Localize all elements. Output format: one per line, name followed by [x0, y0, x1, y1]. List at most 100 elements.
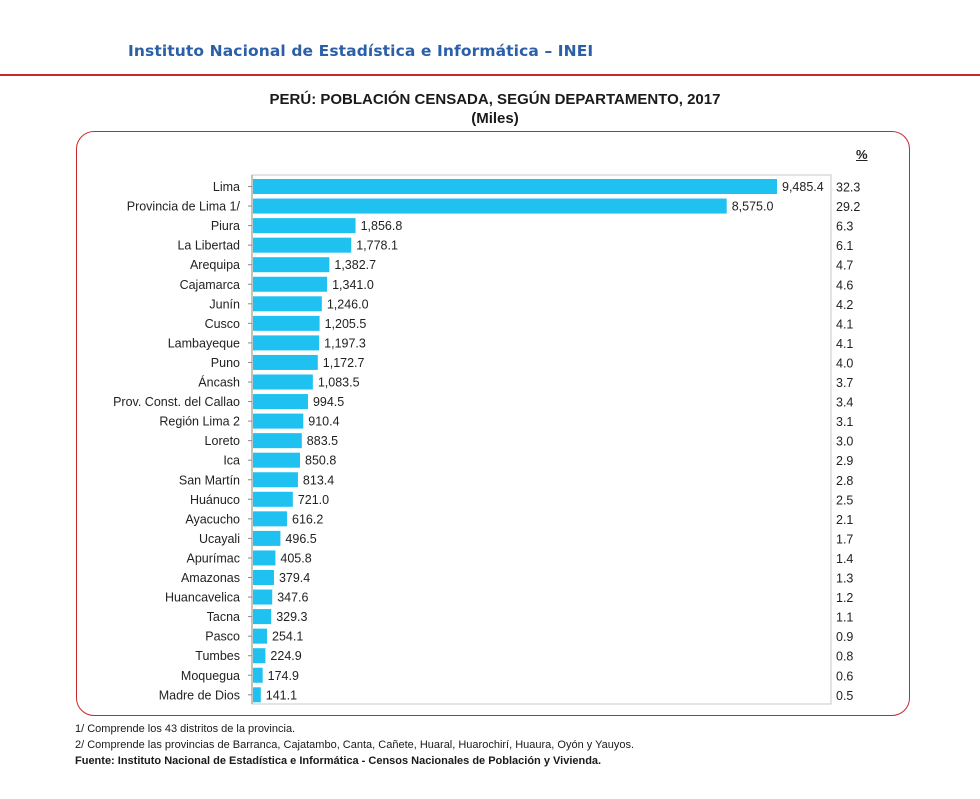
value-label-ica: 850.8: [305, 454, 336, 468]
percent-label-lima: 32.3: [836, 181, 860, 195]
value-label-ancash: 1,083.5: [318, 376, 360, 390]
chart-title: PERÚ: POBLACIÓN CENSADA, SEGÚN DEPARTAME…: [269, 91, 721, 108]
category-label-cajamarca: Cajamarca: [180, 278, 240, 292]
bar-huanuco: [253, 491, 293, 507]
percent-label-ica: 2.9: [836, 454, 853, 468]
category-label-loreto: Loreto: [205, 434, 240, 448]
bar-huancavelica: [253, 589, 273, 605]
bar-ayacucho: [253, 511, 288, 527]
value-label-apurimac: 405.8: [280, 551, 311, 565]
category-label-cusco: Cusco: [205, 317, 240, 331]
bar-cusco: [253, 315, 320, 331]
percent-label-cajamarca: 4.6: [836, 278, 853, 292]
percent-label-junin: 4.2: [836, 298, 853, 312]
bar-moquegua: [253, 667, 263, 683]
bar-prov-const-del-callao: [253, 394, 308, 410]
value-label-pasco: 254.1: [272, 630, 303, 644]
footnote-1: 1/ Comprende los 43 distritos de la prov…: [75, 723, 296, 735]
chart-frame: [76, 131, 910, 716]
bar-lima: [253, 179, 777, 194]
value-label-lambayeque: 1,197.3: [324, 336, 366, 350]
bar-tumbes: [253, 648, 266, 664]
percent-label-tacna: 1.1: [836, 611, 853, 625]
value-label-la-libertad: 1,778.1: [356, 239, 398, 253]
value-label-san-martin: 813.4: [303, 473, 334, 487]
plot-area-border: [251, 174, 832, 705]
category-label-lambayeque: Lambayeque: [168, 336, 240, 350]
percent-label-ancash: 3.7: [836, 376, 853, 390]
value-label-ayacucho: 616.2: [292, 512, 323, 526]
percent-label-la-libertad: 6.1: [836, 239, 853, 253]
value-label-ucayali: 496.5: [285, 532, 316, 546]
bar-provincia-de-lima-1: [253, 198, 727, 214]
bar-san-martin: [253, 472, 298, 488]
category-label-provincia-de-lima-1: Provincia de Lima 1/: [127, 200, 241, 214]
value-label-arequipa: 1,382.7: [334, 258, 376, 272]
bar-region-lima-2: [253, 413, 304, 429]
value-label-loreto: 883.5: [307, 434, 338, 448]
category-label-tumbes: Tumbes: [195, 649, 240, 663]
value-label-huancavelica: 347.6: [277, 591, 308, 605]
category-label-huanuco: Huánuco: [190, 493, 240, 507]
value-label-junin: 1,246.0: [327, 297, 369, 311]
percent-label-cusco: 4.1: [836, 317, 853, 331]
category-label-san-martin: San Martín: [179, 473, 240, 487]
percent-label-provincia-de-lima-1: 29.2: [836, 200, 860, 214]
percent-label-apurimac: 1.4: [836, 552, 853, 566]
percent-label-madre-de-dios: 0.5: [836, 689, 853, 703]
category-label-huancavelica: Huancavelica: [165, 591, 240, 605]
category-label-apurimac: Apurímac: [187, 551, 241, 565]
percent-label-lambayeque: 4.1: [836, 337, 853, 351]
bar-arequipa: [253, 257, 330, 273]
category-label-prov-const-del-callao: Prov. Const. del Callao: [113, 395, 240, 409]
bar-junin: [253, 296, 322, 312]
bar-ica: [253, 452, 301, 468]
bar-ucayali: [253, 530, 281, 546]
category-label-pasco: Pasco: [205, 630, 240, 644]
category-label-la-libertad: La Libertad: [177, 239, 240, 253]
category-label-amazonas: Amazonas: [181, 571, 240, 585]
value-label-moquegua: 174.9: [268, 669, 299, 683]
percent-label-puno: 4.0: [836, 356, 853, 370]
bar-la-libertad: [253, 237, 352, 253]
percent-label-prov-const-del-callao: 3.4: [836, 396, 853, 410]
value-label-madre-de-dios: 141.1: [266, 688, 297, 702]
footnote-2: 2/ Comprende las provincias de Barranca,…: [75, 739, 635, 751]
value-label-huanuco: 721.0: [298, 493, 329, 507]
category-label-lima: Lima: [213, 180, 240, 194]
bar-cajamarca: [253, 276, 328, 292]
header-divider: [0, 74, 980, 76]
category-label-ica: Ica: [223, 454, 240, 468]
percent-label-huancavelica: 1.2: [836, 591, 853, 605]
value-label-prov-const-del-callao: 994.5: [313, 395, 344, 409]
percent-label-arequipa: 4.7: [836, 259, 853, 273]
value-label-lima: 9,485.4: [782, 180, 824, 194]
percent-label-ayacucho: 2.1: [836, 513, 853, 527]
bar-amazonas: [253, 570, 274, 585]
value-label-piura: 1,856.8: [361, 219, 403, 233]
category-label-piura: Piura: [211, 219, 240, 233]
bar-puno: [253, 354, 318, 370]
category-label-junin: Junín: [209, 297, 240, 311]
percent-label-ucayali: 1.7: [836, 532, 853, 546]
bar-madre-de-dios: [253, 687, 261, 703]
percent-label-loreto: 3.0: [836, 435, 853, 449]
value-label-puno: 1,172.7: [323, 356, 365, 370]
percent-label-amazonas: 1.3: [836, 572, 853, 586]
chart-subtitle: (Miles): [471, 110, 519, 127]
category-label-region-lima-2: Región Lima 2: [159, 415, 240, 429]
value-label-tumbes: 224.9: [270, 649, 301, 663]
category-label-ayacucho: Ayacucho: [185, 512, 240, 526]
percent-label-tumbes: 0.8: [836, 650, 853, 664]
source-note: Fuente: Instituto Nacional de Estadístic…: [75, 755, 602, 767]
bar-apurimac: [253, 550, 276, 566]
category-label-moquegua: Moquegua: [181, 669, 240, 683]
category-label-arequipa: Arequipa: [190, 258, 240, 272]
bar-lambayeque: [253, 335, 320, 351]
percent-label-pasco: 0.9: [836, 630, 853, 644]
value-label-tacna: 329.3: [276, 610, 307, 624]
percent-column-header: %: [856, 147, 868, 162]
bar-pasco: [253, 628, 268, 644]
percent-label-moquegua: 0.6: [836, 669, 853, 683]
